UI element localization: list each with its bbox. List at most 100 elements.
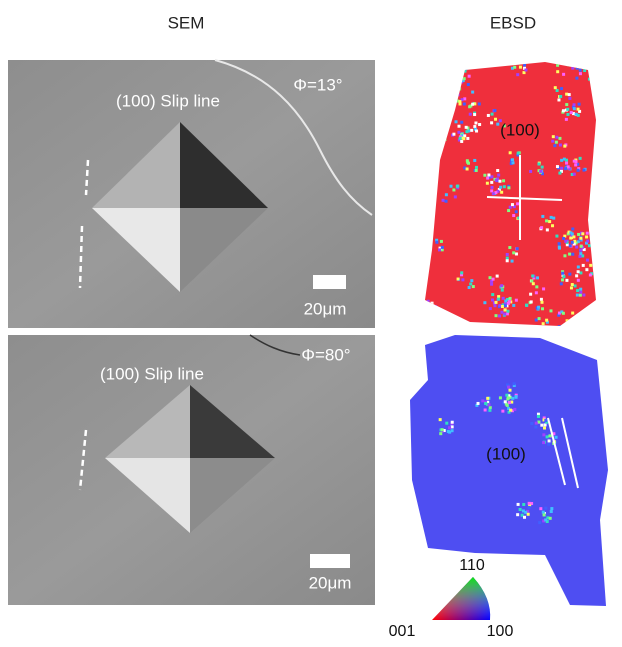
grain-speck xyxy=(484,409,487,412)
grain-speck xyxy=(439,328,442,331)
grain-speck xyxy=(573,107,576,110)
grain-speck xyxy=(579,291,582,294)
grain-speck xyxy=(513,382,516,385)
grain-speck xyxy=(555,136,558,139)
grain-speck xyxy=(495,314,498,317)
grain-speck xyxy=(559,95,562,98)
grain-speck xyxy=(575,77,578,80)
grain-speck xyxy=(477,402,480,405)
grain-speck xyxy=(541,215,544,218)
grain-speck xyxy=(530,300,533,303)
grain-speck xyxy=(562,109,565,112)
grain-speck xyxy=(475,169,478,172)
grain-speck xyxy=(557,98,560,101)
grain-speck xyxy=(519,66,522,69)
grain-speck xyxy=(562,324,565,327)
grain-speck xyxy=(546,435,549,438)
grain-speck xyxy=(570,319,573,322)
grain-speck xyxy=(540,424,543,427)
grain-speck xyxy=(457,131,460,134)
grain-speck xyxy=(542,441,545,444)
grain-speck xyxy=(501,410,504,413)
grain-speck xyxy=(439,322,442,325)
grain-speck xyxy=(439,316,442,319)
grain-speck xyxy=(466,137,469,140)
grain-speck xyxy=(566,62,569,65)
grain-speck xyxy=(509,297,512,300)
grain-speck xyxy=(434,305,437,308)
grain-speck xyxy=(574,163,577,166)
grain-speck xyxy=(553,144,556,147)
grain-speck xyxy=(594,231,597,234)
grain-speck xyxy=(505,394,508,397)
grain-speck xyxy=(445,193,448,196)
grain-speck xyxy=(541,166,544,169)
grain-speck xyxy=(509,151,512,154)
grain-speck xyxy=(577,169,580,172)
grain-speck xyxy=(507,302,510,305)
grain-speck xyxy=(579,327,582,330)
grain-speck xyxy=(471,91,474,94)
grain-speck xyxy=(591,317,594,320)
grain-speck xyxy=(574,284,577,287)
grain-speck xyxy=(517,503,520,506)
grain-speck xyxy=(567,325,570,328)
plane-label: (100) xyxy=(500,120,540,139)
grain-speck xyxy=(515,395,518,398)
grain-speck xyxy=(515,299,518,302)
grain-speck xyxy=(527,506,530,509)
grain-speck xyxy=(530,279,533,282)
grain-speck xyxy=(544,423,547,426)
grain-speck xyxy=(507,396,510,399)
grain-speck xyxy=(511,397,514,400)
grain-speck xyxy=(512,304,515,307)
grain-speck xyxy=(570,111,573,114)
grain-speck xyxy=(561,278,564,281)
grain-speck xyxy=(508,401,511,404)
grain-speck xyxy=(517,152,520,155)
grain-speck xyxy=(433,103,436,106)
grain-speck xyxy=(491,113,494,116)
grain-speck xyxy=(560,167,563,170)
grain-speck xyxy=(433,129,436,132)
grain-speck xyxy=(556,165,559,168)
grain-speck xyxy=(458,125,461,128)
grain-speck xyxy=(443,83,446,86)
grain-speck xyxy=(545,219,548,222)
grain-speck xyxy=(558,172,561,175)
grain-speck xyxy=(582,293,585,296)
grain-speck xyxy=(491,298,494,301)
grain-speck xyxy=(523,64,526,67)
ebsd-map xyxy=(423,59,597,334)
grain-speck xyxy=(468,75,471,78)
grain-speck xyxy=(586,232,589,235)
grain-speck xyxy=(589,264,592,267)
grain-speck xyxy=(591,314,594,317)
grain-speck xyxy=(556,70,559,73)
grain-speck xyxy=(519,508,522,511)
grain-speck xyxy=(459,137,462,140)
grain-speck xyxy=(441,428,444,431)
grain-speck xyxy=(448,431,451,434)
grain-speck xyxy=(442,326,445,329)
grain-speck xyxy=(509,206,512,209)
grain-speck xyxy=(513,408,516,411)
grain-speck xyxy=(569,244,572,247)
grain-speck xyxy=(504,304,507,307)
grain-speck xyxy=(495,179,498,182)
grain-speck xyxy=(558,137,561,140)
grain-speck xyxy=(492,192,495,195)
grain-speck xyxy=(536,276,539,279)
grain-speck xyxy=(491,186,494,189)
grain-speck xyxy=(579,288,582,291)
grain-speck xyxy=(573,103,576,106)
grain-speck xyxy=(465,126,468,129)
grain-speck xyxy=(571,312,574,315)
grain-speck xyxy=(541,307,544,310)
grain-speck xyxy=(534,425,537,428)
grain-speck xyxy=(591,319,594,322)
grain-speck xyxy=(568,273,571,276)
grain-speck xyxy=(500,284,503,287)
grain-speck xyxy=(568,253,571,256)
grain-speck xyxy=(558,61,561,64)
